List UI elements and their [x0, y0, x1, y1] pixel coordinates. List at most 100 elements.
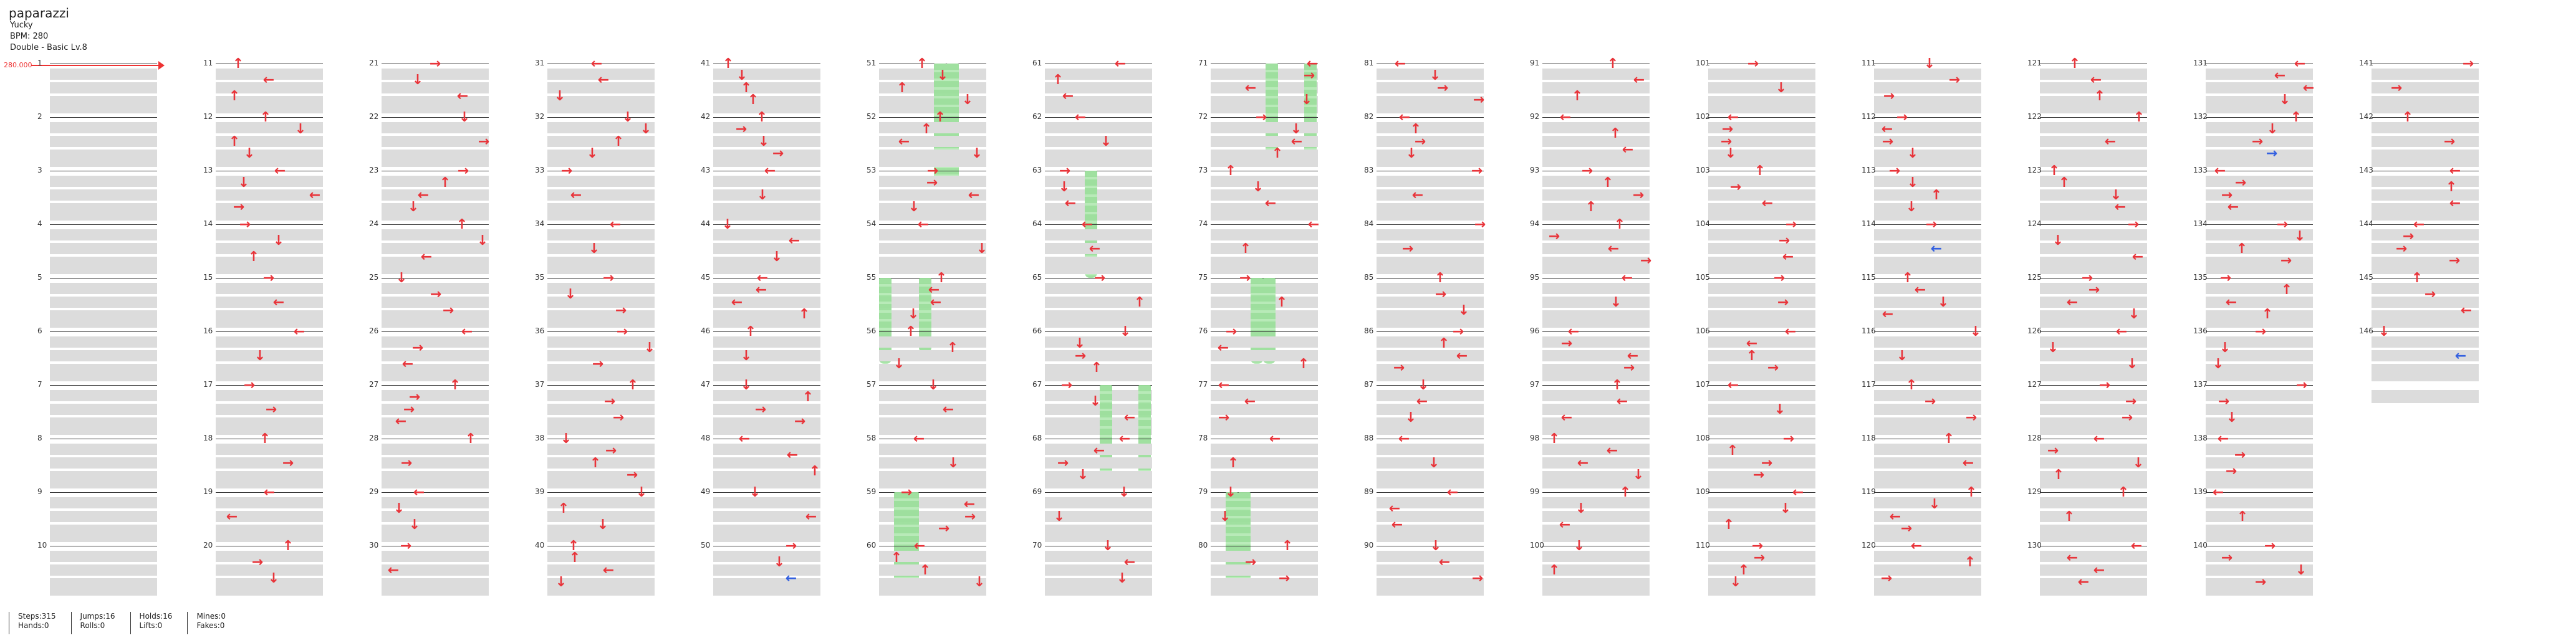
right-arrow-icon: →	[1880, 571, 1893, 586]
beat-band	[879, 426, 986, 435]
beat-band	[1377, 373, 1484, 381]
beat-band	[2040, 587, 2147, 596]
measure-32: 32 ↓ ↓ ↑ ↓	[535, 111, 655, 171]
beat-line	[1045, 385, 1152, 386]
measure-90: 90 ↓ ← →	[1364, 540, 1484, 599]
beat-band	[1874, 297, 1981, 308]
down-arrow-icon: ↓	[721, 217, 734, 232]
right-arrow-icon: →	[926, 175, 938, 191]
right-arrow-icon: →	[400, 455, 413, 471]
beat-line	[2206, 278, 2313, 279]
beat-band	[547, 283, 655, 294]
beat-band	[1211, 404, 1318, 415]
right-arrow-icon: →	[1581, 163, 1593, 179]
beat-band	[1211, 578, 1318, 589]
measure-number: 120	[1862, 541, 1876, 550]
beat-band	[1708, 533, 1815, 542]
beat-line	[2040, 492, 2147, 493]
right-arrow-icon: →	[1060, 378, 1073, 393]
beat-band	[2040, 390, 2147, 401]
beat-band	[2040, 417, 2147, 429]
measure-36: 36 → ↓ →	[535, 325, 655, 385]
down-arrow-icon: ↓	[2266, 121, 2279, 137]
beat-line	[713, 278, 820, 279]
right-arrow-icon: →	[1059, 163, 1071, 179]
right-arrow-icon: →	[602, 270, 615, 286]
beat-band	[1211, 229, 1318, 240]
up-arrow-icon: ↑	[905, 324, 917, 340]
right-arrow-icon: →	[1218, 410, 1230, 426]
beat-band	[1377, 283, 1484, 294]
right-arrow-icon: →	[2234, 175, 2247, 191]
measure-number: 86	[1364, 326, 1374, 335]
down-arrow-icon: ↓	[2219, 340, 2231, 356]
left-arrow-icon: ←	[387, 563, 400, 578]
beat-band	[1874, 283, 1981, 294]
beat-band	[1708, 511, 1815, 522]
beat-band	[50, 69, 157, 80]
beat-band	[1045, 364, 1152, 375]
right-arrow-icon: →	[592, 356, 604, 372]
beat-line	[2206, 331, 2313, 332]
down-arrow-icon: ↓	[1775, 80, 1787, 96]
beat-band	[50, 105, 157, 113]
down-arrow-icon: ↓	[1724, 146, 1737, 161]
beat-band	[547, 310, 655, 321]
beat-band	[216, 480, 323, 488]
end-band	[2372, 390, 2479, 403]
measure-number: 101	[1696, 59, 1710, 67]
beat-band	[1045, 212, 1152, 221]
beat-band	[2206, 364, 2313, 375]
down-arrow-icon: ↓	[2212, 356, 2224, 372]
measure-number: 131	[2193, 59, 2208, 67]
measure-37: 37 ↑ → →	[535, 379, 655, 439]
beat-band	[1377, 105, 1484, 113]
up-arrow-icon: ↑	[1613, 217, 1626, 232]
up-arrow-icon: ↑	[809, 464, 821, 479]
left-arrow-icon: ←	[755, 282, 767, 298]
right-arrow-icon: →	[1777, 295, 1789, 310]
beat-band	[216, 176, 323, 187]
beat-band	[50, 203, 157, 214]
measure-18: 18 ↑ →	[203, 432, 323, 492]
left-arrow-icon: ←	[1761, 196, 1774, 211]
measure-number: 28	[369, 434, 379, 442]
beat-band	[216, 82, 323, 93]
beat-band	[216, 319, 323, 328]
beat-band	[382, 373, 489, 381]
measure-141: 141 → →	[2359, 57, 2479, 117]
measure-number: 39	[535, 487, 545, 496]
beat-band	[2206, 497, 2313, 508]
left-arrow-icon: ←	[930, 295, 942, 310]
beat-band	[1377, 390, 1484, 401]
beat-band	[216, 105, 323, 113]
left-arrow-icon: ←	[401, 356, 414, 372]
beat-band	[879, 404, 986, 415]
beat-band	[1377, 350, 1484, 361]
beat-band	[1045, 189, 1152, 201]
beat-band	[1542, 136, 1650, 147]
measure-53: 53 → → ← ↓	[867, 164, 986, 224]
beat-band	[713, 587, 820, 596]
left-arrow-icon: ←	[963, 497, 976, 512]
beat-band	[713, 497, 820, 508]
beat-band	[382, 350, 489, 361]
beat-band	[382, 158, 489, 167]
beat-band	[216, 578, 323, 589]
left-arrow-icon: ←	[2302, 80, 2315, 96]
down-arrow-icon: ↓	[773, 555, 786, 570]
left-arrow-icon: ←	[2131, 249, 2144, 265]
measure-number: 126	[2027, 326, 2042, 335]
measure-number: 146	[2359, 326, 2373, 335]
beat-line	[1377, 492, 1484, 493]
beat-band	[1708, 587, 1815, 596]
beat-band	[879, 96, 986, 107]
right-arrow-icon: →	[403, 402, 415, 417]
left-arrow-icon: ←	[1064, 196, 1077, 211]
measure-number: 74	[1198, 219, 1208, 228]
beat-band	[50, 283, 157, 294]
up-arrow-icon: ↑	[1930, 188, 1943, 203]
beat-band	[713, 136, 820, 147]
right-arrow-icon: →	[2254, 574, 2267, 590]
measure-number: 8	[37, 434, 42, 442]
